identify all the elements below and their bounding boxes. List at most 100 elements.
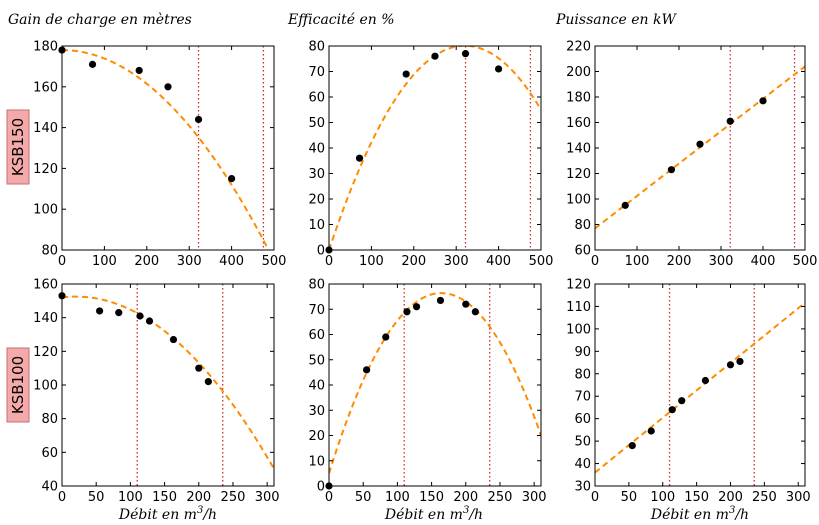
panel-4-xtick-label-3: 150 — [419, 490, 444, 505]
xlabel-2-sup: 3 — [729, 505, 735, 516]
panel-2-point-3 — [726, 117, 734, 125]
panel-5-ytick-label-7: 100 — [566, 322, 591, 337]
row-label-0: KSB150 — [9, 118, 27, 176]
panel-2: 0 100 200 300 400 500 60 80 100 120 140 160 180 200 22… — [566, 40, 817, 270]
col-title-2: Puissance en kW — [555, 12, 677, 28]
panel-1-point-2 — [402, 70, 410, 78]
row-label-1: KSB100 — [9, 356, 27, 414]
panel-2-ytick-label-8: 220 — [566, 40, 591, 55]
panel-5-xtick-label-6: 300 — [786, 490, 811, 505]
panel-2-xtick-label-1: 100 — [625, 254, 650, 269]
panel-5-point-3 — [678, 397, 686, 405]
xlabel-1-sup: 3 — [463, 505, 469, 516]
panel-3-ytick-label-1: 60 — [41, 446, 58, 461]
panel-3-point-5 — [169, 335, 178, 344]
panel-2-ytick-label-7: 200 — [566, 65, 591, 80]
panel-4-point-4 — [412, 303, 421, 311]
panel-3-ytick-label-3: 100 — [33, 379, 58, 394]
xlabel-2: Débit en m3/h — [650, 505, 749, 523]
panel-0-point-4 — [194, 115, 203, 124]
panel-1-ytick-label-3: 30 — [308, 167, 325, 182]
panel-1-point-5 — [495, 65, 503, 73]
xlabel-2-prefix: Débit en m — [650, 507, 729, 523]
xlabel-0: Débit en m3/h — [118, 505, 217, 523]
panel-0-fit-curve — [62, 49, 270, 250]
panel-0-point-5 — [228, 175, 236, 183]
panel-2-ytick-label-2: 100 — [566, 193, 591, 208]
panel-0-ytick-label-5: 180 — [33, 40, 58, 55]
panel-4-ytick-label-0: 0 — [317, 480, 325, 495]
panel-0-ytick-label-3: 140 — [33, 121, 58, 136]
panel-4-xtick-label-4: 200 — [453, 490, 478, 505]
panel-1-plot-area — [329, 46, 541, 250]
panel-3-point-7 — [204, 378, 212, 386]
panel-4-point-1 — [363, 366, 371, 374]
panel-3-xtick-label-5: 250 — [221, 490, 246, 505]
panel-1-frame — [328, 45, 542, 251]
panel-3-xtick-label-3: 150 — [152, 490, 177, 505]
panel-5-xtick-label-4: 200 — [718, 490, 743, 505]
x-axis-labels: Débit en m3/h Débit en m3/h Débit en m3/… — [118, 505, 749, 523]
panel-1-point-4 — [461, 50, 470, 58]
panel-4-ytick-label-7: 70 — [308, 303, 325, 318]
panel-4-fit-curve — [329, 292, 541, 474]
panel-1-point-1 — [355, 154, 364, 162]
panel-5-xtick-label-2: 100 — [650, 490, 675, 505]
xlabel-1: Débit en m3/h — [384, 505, 483, 523]
panel-3-ytick-label-5: 140 — [33, 311, 58, 326]
panel-2-xtick-label-0: 0 — [591, 254, 599, 269]
panel-0-plot-area — [62, 46, 270, 250]
panel-5-ytick-label-0: 30 — [574, 480, 591, 495]
xlabel-1-suffix: /h — [467, 507, 483, 523]
panel-3-point-6 — [195, 364, 203, 372]
panel-0-xtick-label-3: 300 — [177, 254, 202, 269]
panel-1-ytick-label-2: 20 — [308, 193, 325, 208]
panel-0-xtick-label-2: 200 — [134, 254, 159, 269]
panel-2-xtick-label-2: 200 — [667, 254, 692, 269]
panel-3-xtick-label-2: 100 — [118, 490, 143, 505]
panel-4-point-6 — [462, 300, 470, 308]
col-title-0: Gain de charge en mètres — [8, 12, 192, 28]
panel-1-ytick-label-0: 0 — [317, 244, 325, 259]
panel-0-xtick-label-1: 100 — [92, 254, 117, 269]
panel-3-point-4 — [145, 317, 154, 325]
panel-4-point-7 — [471, 308, 479, 316]
panel-3: 0 50 100 150 200 250 300 40 60 80 100 120 140 160 — [33, 278, 279, 506]
panel-0-ytick-label-1: 100 — [33, 203, 58, 218]
panel-4-ytick-label-5: 50 — [308, 353, 325, 368]
panel-5-point-6 — [736, 357, 744, 366]
panel-1-ytick-label-8: 80 — [308, 40, 325, 55]
panel-5-fit-curve — [595, 301, 805, 474]
xlabel-0-sup: 3 — [197, 505, 203, 516]
panel-3-xtick-label-4: 200 — [186, 490, 211, 505]
panel-5-ytick-label-2: 50 — [574, 435, 591, 450]
panel-5-xtick-label-3: 150 — [684, 490, 709, 505]
panel-3-xtick-label-1: 50 — [88, 490, 105, 505]
panel-4-xtick-label-0: 0 — [325, 490, 333, 505]
panel-3-ytick-label-2: 80 — [41, 412, 58, 427]
row-label-bg-1 — [6, 347, 30, 423]
col-title-1: Efficacité en % — [287, 12, 395, 28]
panel-1-ytick-label-5: 50 — [308, 116, 325, 131]
panel-4-point-2 — [382, 333, 390, 341]
xlabel-2-suffix: /h — [733, 507, 749, 523]
panel-5-ytick-label-9: 120 — [566, 278, 591, 293]
panel-5-ytick-label-3: 60 — [574, 412, 591, 427]
panel-5-point-1 — [647, 427, 655, 435]
panel-1-ytick-label-7: 70 — [308, 65, 325, 80]
panel-4-ytick-label-1: 10 — [308, 454, 325, 469]
panel-5-ytick-label-1: 40 — [574, 457, 591, 472]
panel-3-fit-curve — [62, 295, 274, 470]
panel-2-ytick-label-6: 180 — [566, 91, 591, 106]
panel-2-ytick-label-5: 160 — [566, 116, 591, 131]
panel-5-point-4 — [701, 376, 710, 385]
panel-4-ytick-label-2: 20 — [308, 429, 325, 444]
panel-3-ytick-label-4: 120 — [33, 345, 58, 360]
panel-4-ytick-label-4: 40 — [308, 379, 325, 394]
panel-5-point-0 — [628, 442, 636, 450]
panel-1-ytick-label-1: 10 — [308, 218, 325, 233]
panel-5-ytick-label-4: 70 — [574, 390, 591, 405]
panel-5: 0 50 100 150 200 250 300 30 40 50 60 70 80 90 100 110 12… — [566, 278, 810, 506]
panel-2-point-0 — [621, 201, 629, 209]
panel-3-xtick-label-6: 300 — [255, 490, 280, 505]
